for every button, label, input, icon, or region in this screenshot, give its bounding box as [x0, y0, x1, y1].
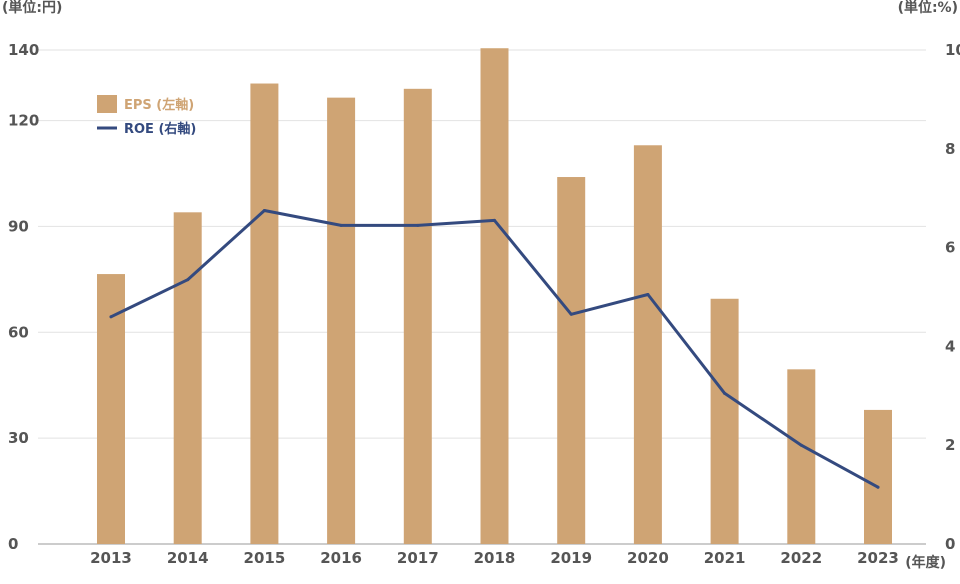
x-tick-label: 2022	[780, 549, 822, 567]
eps-bar	[633, 145, 662, 544]
right-tick-label: 2	[945, 436, 955, 454]
x-tick-label: 2021	[704, 549, 746, 567]
left-axis-ticks: 0 30 60 90 120 140	[8, 41, 39, 553]
right-tick-label: 4	[945, 337, 955, 355]
right-axis-ticks: 0 2 4 6 8 10	[945, 41, 960, 553]
x-tick-label: 2023	[857, 549, 899, 567]
eps-bar	[480, 48, 509, 544]
x-tick-label: 2013	[90, 549, 132, 567]
left-tick-label: 60	[8, 323, 29, 341]
roe-point	[569, 312, 573, 316]
x-tick-label: 2016	[320, 549, 362, 567]
x-tick-label: 2014	[167, 549, 209, 567]
roe-point	[493, 218, 496, 222]
eps-bar	[327, 97, 356, 544]
roe-point	[876, 485, 880, 489]
roe-point	[109, 315, 113, 319]
roe-point	[416, 223, 420, 227]
eps-bar	[557, 177, 586, 544]
eps-bars	[97, 48, 892, 545]
x-tick-label: 2017	[397, 549, 439, 567]
eps-bar	[403, 88, 432, 545]
legend-roe-label: ROE (右軸)	[124, 121, 196, 137]
eps-bar	[97, 274, 125, 544]
left-tick-label: 0	[8, 535, 18, 553]
right-axis-unit-label: (単位:%)	[898, 0, 958, 16]
eps-bar	[787, 369, 816, 544]
x-tick-label: 2018	[474, 549, 516, 567]
x-tick-label: 2019	[550, 549, 592, 567]
roe-point	[186, 278, 190, 282]
legend: EPS (左軸) ROE (右軸)	[97, 95, 196, 137]
legend-eps-swatch	[97, 95, 117, 113]
roe-point	[646, 293, 650, 297]
eps-bar	[173, 212, 202, 545]
x-axis-unit-label: (年度)	[905, 554, 946, 571]
roe-point	[723, 391, 727, 395]
roe-point	[339, 223, 343, 227]
roe-point	[799, 443, 803, 447]
eps-bar	[250, 83, 279, 545]
right-tick-label: 6	[945, 239, 955, 257]
right-tick-label: 0	[945, 535, 955, 553]
right-tick-label: 10	[945, 41, 960, 59]
legend-eps-label: EPS (左軸)	[124, 97, 194, 113]
left-tick-label: 90	[8, 217, 29, 235]
right-tick-label: 8	[945, 140, 955, 158]
eps-bar	[864, 409, 892, 544]
left-tick-label: 140	[8, 41, 39, 59]
x-tick-label: 2015	[244, 549, 286, 567]
x-axis-ticks: 2013 2014 2015 2016 2017 2018 2019 2020 2021 2022…	[90, 549, 899, 567]
x-tick-label: 2020	[627, 549, 669, 567]
left-tick-label: 120	[8, 112, 39, 130]
roe-point	[262, 209, 266, 213]
roe-line-group	[109, 209, 880, 489]
eps-bar	[710, 298, 739, 544]
left-tick-label: 30	[8, 429, 29, 447]
left-axis-unit-label: (単位:円)	[2, 0, 62, 16]
